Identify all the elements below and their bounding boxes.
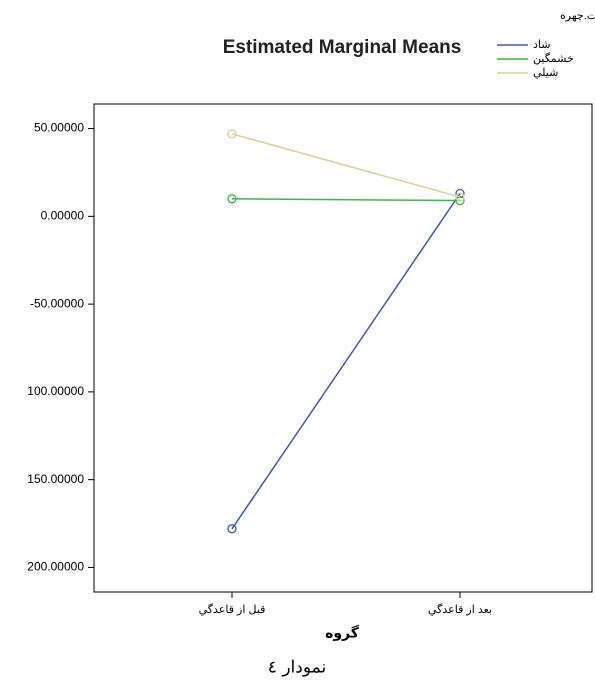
y-tick-label: 150.00000 [27,472,84,486]
legend-label: خشمگين [533,52,574,65]
y-tick-label: 0.00000 [41,209,85,223]
point-marker [455,192,465,202]
caption: نمودار ٤ [268,658,326,678]
point-marker [227,129,237,139]
legend-label: شاد [533,39,550,51]
legend-label: شيلي [533,67,558,79]
y-tick-label: 100.00000 [27,384,84,398]
y-tick-label: 50.00000 [34,121,84,135]
series-line [231,193,461,530]
x-tick-label: قبل از قاعدگي [199,603,266,616]
point-marker [455,188,465,199]
x-tick-label: بعد از قاعدگي [428,603,492,616]
x-axis-label: گروه [325,625,360,642]
y-tick-label: -50.00000 [30,296,84,310]
series-line [231,133,461,198]
y-tick-label: 200.00000 [27,560,84,574]
point-marker [227,194,237,204]
point-marker [227,524,237,534]
plot-frame [93,103,593,593]
legend-title: حالت.چهره [560,10,595,22]
series-line [231,198,461,202]
chart-title: Estimated Marginal Means [223,37,462,58]
